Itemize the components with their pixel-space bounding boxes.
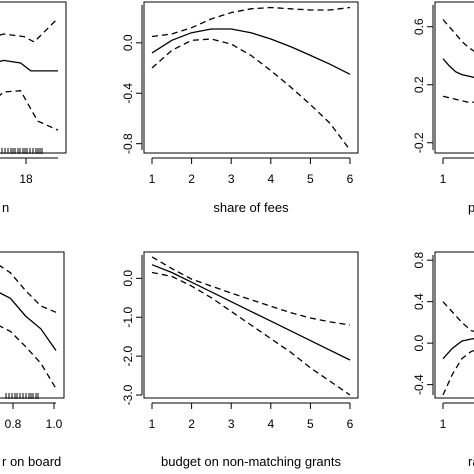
x-tick-label: 1 [440, 417, 447, 431]
y-tick-label: -0.4 [121, 83, 135, 104]
y-tick-label: 0.4 [412, 293, 426, 310]
y-tick-label: -0.8 [121, 133, 135, 154]
series-upper-line [442, 19, 474, 52]
panel-top-right: 1 0.6 0.2 -0.2 pu [412, 1, 474, 215]
series-upper-line [151, 256, 351, 326]
x-tick-label: 3 [228, 172, 235, 186]
panel-bottom-left: 0.8 1.0 r on board [0, 251, 65, 469]
plot-frame [143, 251, 359, 399]
plot-frame [0, 251, 65, 399]
y-tick-label: 0.0 [412, 334, 426, 351]
plot-frame [0, 1, 67, 154]
x-tick-label: 1 [149, 172, 156, 186]
series-lower-line [151, 38, 351, 151]
y-tick-label: 0.0 [121, 34, 135, 51]
x-tick-label: 1 [440, 172, 447, 186]
y-tick-label: -2.0 [121, 345, 135, 366]
plot-frame [434, 251, 474, 399]
plot-frame [434, 1, 474, 154]
panel-top-middle: 1 2 3 4 5 6 0.0 -0.4 -0.8 share of fees [121, 1, 359, 215]
x-tick-label: 4 [267, 172, 274, 186]
x-tick-label: 1 [149, 417, 156, 431]
y-tick-label: 0.8 [412, 252, 426, 269]
x-axis-title: ran [468, 454, 474, 469]
series-upper-line [0, 265, 57, 313]
y-tick-label: -0.2 [412, 132, 426, 153]
series-upper-line [0, 17, 59, 43]
series-lower-line [0, 90, 59, 131]
x-tick-label: 6 [347, 172, 354, 186]
x-tick-label: 4 [267, 417, 274, 431]
x-tick-label: 18 [19, 172, 33, 186]
y-tick-label: 0.6 [412, 18, 426, 35]
plot-frame [143, 1, 359, 154]
x-tick-label: 2 [188, 172, 195, 186]
series-estimate-line [151, 28, 351, 75]
x-axis-title: share of fees [213, 200, 289, 215]
y-tick-label: -1.0 [121, 307, 135, 328]
y-tick-label: 0.2 [412, 76, 426, 93]
x-tick-label: 5 [307, 172, 314, 186]
x-axis-title: r on board [2, 454, 61, 469]
x-tick-label: 0.8 [5, 417, 22, 431]
x-axis-title: budget on non-matching grants [161, 454, 341, 469]
panel-bottom-right: 1 0.8 0.4 0.0 -0.4 ran [412, 251, 474, 469]
series-lower-line [0, 325, 57, 389]
series-estimate-line [442, 58, 474, 79]
series-upper-line [442, 301, 474, 332]
series-estimate-line [442, 338, 474, 360]
y-tick-label: 0.0 [121, 270, 135, 287]
x-axis-title: n [2, 200, 9, 215]
y-tick-label: -3.0 [121, 384, 135, 405]
x-tick-label: 5 [307, 417, 314, 431]
series-estimate-line [151, 264, 351, 361]
series-upper-line [151, 6, 351, 38]
series-estimate-line [0, 59, 58, 72]
series-lower-line [442, 95, 474, 103]
series-lower-line [442, 349, 474, 396]
x-tick-label: 1.0 [46, 417, 63, 431]
x-tick-label: 2 [188, 417, 195, 431]
panel-bottom-middle: 1 2 3 4 5 6 0.0 -1.0 -2.0 -3.0 budget on non-match… [121, 251, 359, 469]
y-tick-label: -0.4 [412, 374, 426, 395]
x-tick-label: 3 [228, 417, 235, 431]
x-axis-title: pu [468, 200, 474, 215]
panel-top-left: 18 n [0, 1, 67, 215]
x-tick-label: 6 [347, 417, 354, 431]
series-estimate-line [0, 292, 57, 351]
series-lower-line [151, 271, 351, 396]
